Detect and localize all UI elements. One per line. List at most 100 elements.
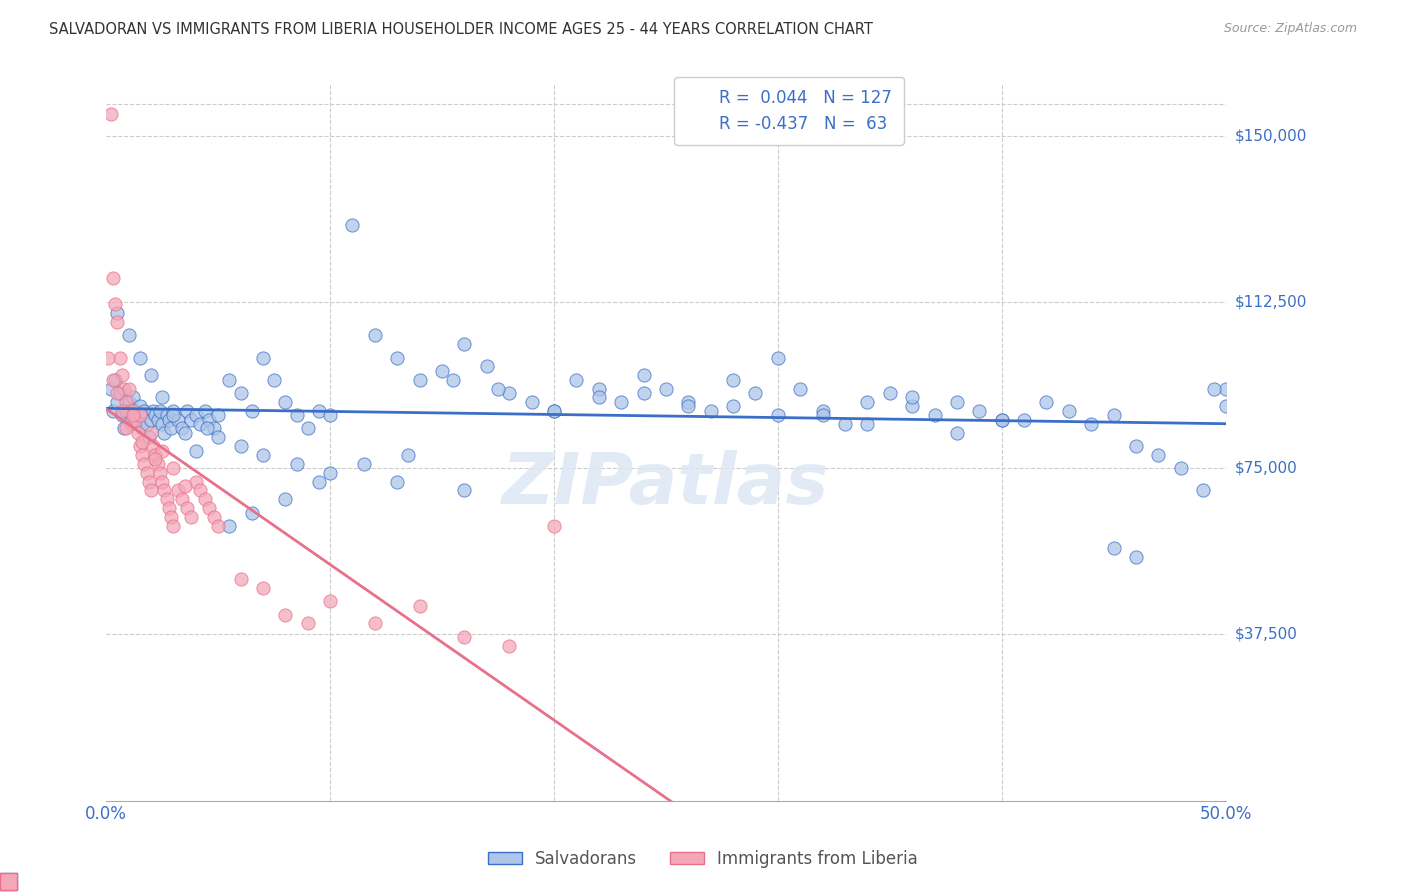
Point — [176, 501, 198, 516]
Point — [1192, 483, 1215, 498]
Point — [430, 364, 453, 378]
Point — [655, 382, 678, 396]
Point — [112, 421, 135, 435]
Point — [486, 382, 509, 396]
Point — [131, 434, 153, 449]
Point — [111, 408, 134, 422]
Point — [135, 417, 157, 431]
Point — [1170, 461, 1192, 475]
Point — [111, 403, 134, 417]
Point — [274, 395, 297, 409]
Point — [157, 412, 180, 426]
Point — [252, 581, 274, 595]
Point — [180, 412, 202, 426]
Point — [285, 408, 308, 422]
Point — [112, 382, 135, 396]
Point — [195, 421, 218, 435]
Point — [1012, 412, 1035, 426]
Point — [194, 403, 217, 417]
Point — [157, 501, 180, 516]
Point — [811, 403, 834, 417]
Point — [453, 630, 475, 644]
Point — [946, 395, 969, 409]
Point — [100, 107, 122, 121]
Text: SALVADORAN VS IMMIGRANTS FROM LIBERIA HOUSEHOLDER INCOME AGES 25 - 44 YEARS CORR: SALVADORAN VS IMMIGRANTS FROM LIBERIA HO… — [49, 22, 873, 37]
Point — [1147, 448, 1170, 462]
Point — [104, 297, 127, 311]
Point — [207, 408, 229, 422]
Point — [229, 386, 252, 401]
Point — [588, 382, 610, 396]
Point — [107, 395, 129, 409]
Point — [167, 483, 190, 498]
Point — [1080, 417, 1102, 431]
Point — [131, 448, 153, 462]
Point — [834, 417, 856, 431]
Point — [441, 373, 464, 387]
Point — [160, 421, 183, 435]
Point — [218, 519, 240, 533]
Point — [398, 448, 420, 462]
Point — [115, 403, 138, 417]
Point — [145, 408, 167, 422]
Point — [274, 492, 297, 507]
Text: $112,500: $112,500 — [1234, 294, 1308, 310]
Point — [180, 510, 202, 524]
Point — [162, 408, 184, 422]
Point — [252, 448, 274, 462]
Point — [588, 391, 610, 405]
Point — [176, 403, 198, 417]
Point — [721, 399, 744, 413]
Point — [633, 386, 655, 401]
Point — [122, 403, 145, 417]
Point — [134, 457, 156, 471]
Point — [308, 403, 330, 417]
Point — [364, 328, 387, 343]
Point — [156, 408, 179, 422]
Point — [128, 439, 150, 453]
Point — [138, 430, 160, 444]
Point — [127, 417, 149, 431]
Text: $150,000: $150,000 — [1234, 128, 1308, 144]
Point — [969, 403, 991, 417]
Point — [120, 412, 142, 426]
Point — [146, 457, 169, 471]
Point — [252, 351, 274, 365]
Point — [150, 391, 173, 405]
Point — [633, 368, 655, 383]
Point — [184, 408, 207, 422]
Point — [101, 270, 124, 285]
Point — [101, 403, 124, 417]
Point — [946, 425, 969, 440]
Point — [990, 412, 1012, 426]
Legend: Salvadorans, Immigrants from Liberia: Salvadorans, Immigrants from Liberia — [482, 844, 924, 875]
Point — [229, 572, 252, 586]
Point — [766, 351, 789, 365]
Point — [198, 501, 221, 516]
Point — [678, 399, 700, 413]
Point — [167, 412, 190, 426]
Point — [1204, 382, 1226, 396]
Point — [610, 395, 633, 409]
Point — [97, 351, 120, 365]
Point — [453, 337, 475, 351]
Point — [120, 417, 142, 431]
Point — [520, 395, 543, 409]
Point — [565, 373, 588, 387]
Point — [1215, 399, 1237, 413]
Point — [128, 408, 150, 422]
Point — [1057, 403, 1080, 417]
Point — [172, 492, 194, 507]
Point — [135, 466, 157, 480]
Point — [139, 483, 162, 498]
Point — [107, 315, 129, 329]
Point — [188, 483, 211, 498]
Point — [115, 395, 138, 409]
Point — [1035, 395, 1057, 409]
Point — [543, 403, 565, 417]
Point — [387, 475, 409, 489]
Point — [117, 395, 139, 409]
Text: ZIPatlas: ZIPatlas — [502, 450, 830, 519]
Point — [122, 391, 145, 405]
Point — [1102, 541, 1125, 555]
